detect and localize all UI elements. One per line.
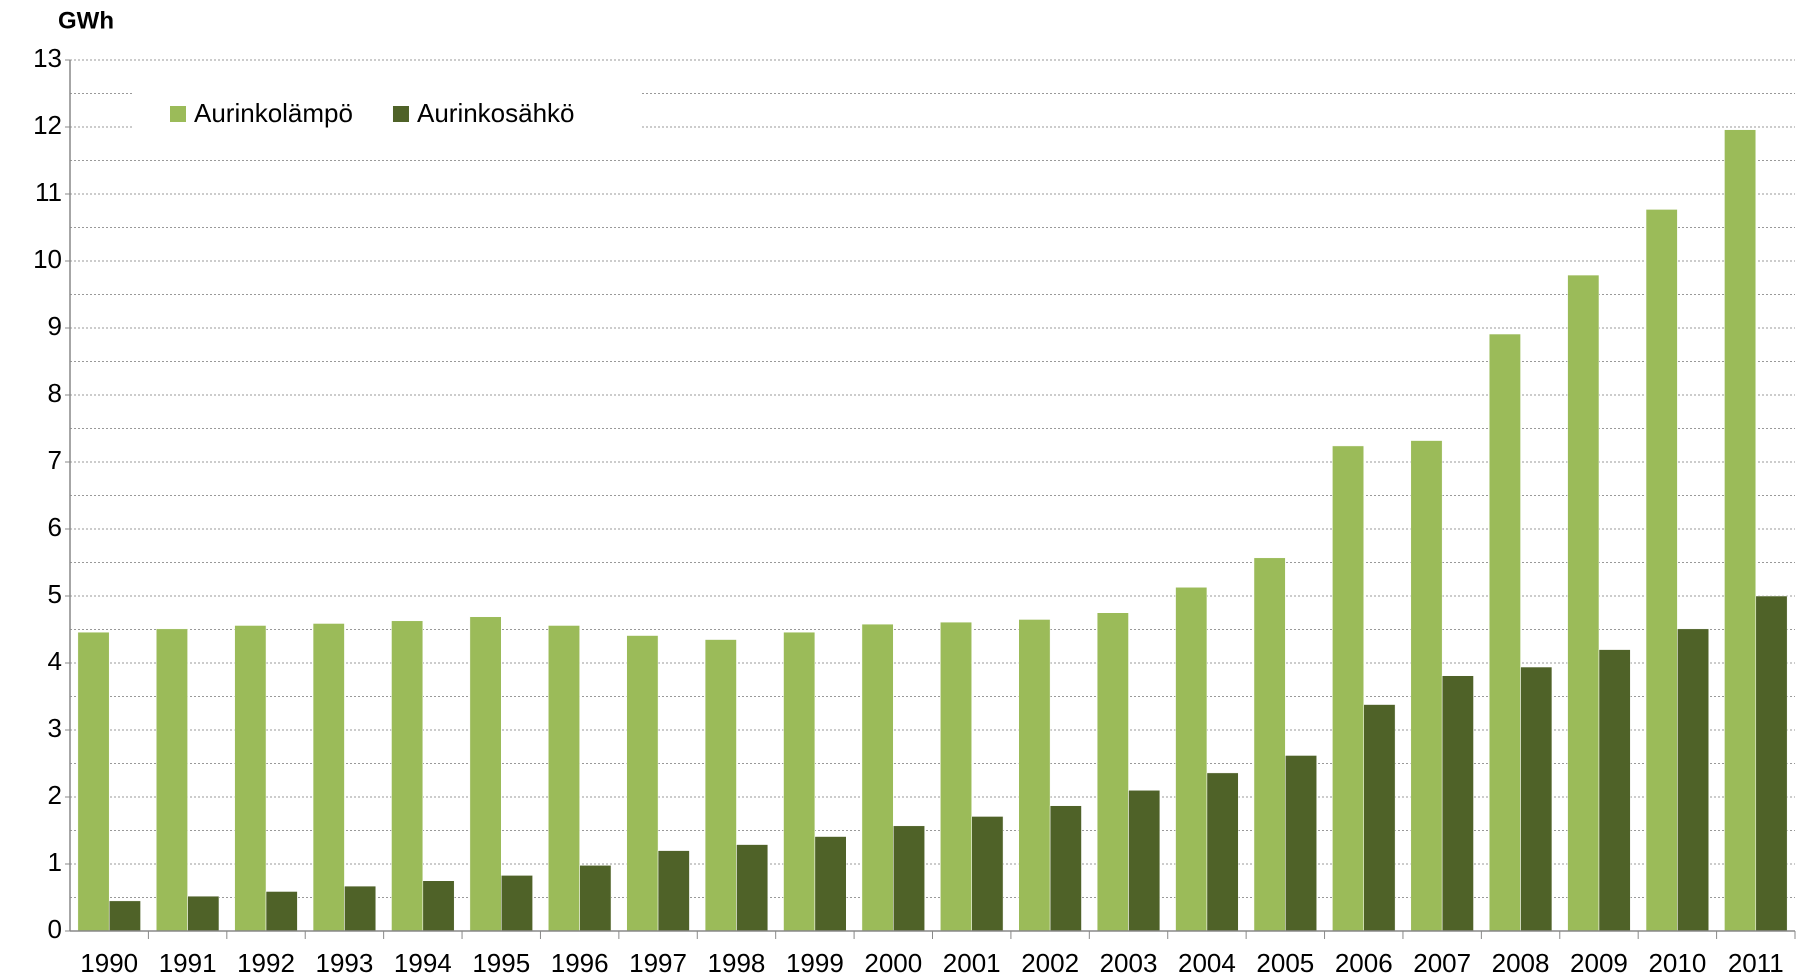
x-tick-label: 2000 (864, 948, 922, 978)
x-tick-label: 1998 (708, 948, 766, 978)
bar (1206, 772, 1239, 932)
bar (1018, 619, 1051, 932)
bar (1724, 129, 1757, 932)
x-tick-label: 2006 (1335, 948, 1393, 978)
y-tick-label: 5 (48, 579, 62, 609)
y-tick-label: 1 (48, 847, 62, 877)
bar (1410, 440, 1443, 932)
bar (391, 620, 424, 932)
bar (156, 628, 188, 932)
bar (736, 844, 769, 932)
bar (1049, 805, 1082, 932)
bar (626, 635, 659, 932)
bar (893, 825, 925, 932)
x-tick-label: 2008 (1492, 948, 1550, 978)
x-tick-label: 2002 (1021, 948, 1079, 978)
bar (1441, 675, 1474, 932)
bar (1332, 445, 1364, 932)
bar (861, 623, 894, 932)
y-tick-label: 13 (33, 43, 62, 73)
x-tick-label: 2005 (1256, 948, 1314, 978)
bar (548, 625, 580, 932)
bar (108, 900, 141, 932)
bar (77, 631, 110, 932)
bar (422, 880, 455, 932)
bar (657, 850, 690, 932)
x-tick-label: 2007 (1413, 948, 1471, 978)
bar (1488, 333, 1521, 932)
bar (469, 616, 502, 932)
bar (1175, 587, 1208, 932)
y-tick-label: 8 (48, 378, 62, 408)
bar (1363, 704, 1396, 932)
x-tick-label: 1999 (786, 948, 844, 978)
x-tick-label: 1997 (629, 948, 687, 978)
y-tick-label: 11 (35, 177, 62, 207)
x-tick-label: 2003 (1100, 948, 1158, 978)
legend: Aurinkolämpö Aurinkosähkö (132, 88, 642, 140)
bar (814, 836, 847, 932)
x-tick-label: 2004 (1178, 948, 1236, 978)
bar (1598, 649, 1631, 932)
bar (1253, 557, 1286, 932)
bar (1755, 595, 1788, 932)
bar (265, 891, 298, 932)
x-tick-label: 2009 (1570, 948, 1628, 978)
y-tick-label: 0 (48, 914, 62, 944)
bar (971, 816, 1004, 932)
y-tick-label: 12 (33, 110, 62, 140)
x-tick-label: 1996 (551, 948, 609, 978)
bar (1128, 790, 1161, 932)
x-tick-label: 1991 (159, 948, 217, 978)
x-tick-label: 1994 (394, 948, 452, 978)
y-tick-label: 4 (48, 646, 62, 676)
legend-label: Aurinkolämpö (194, 98, 353, 128)
x-tick-label: 2010 (1648, 948, 1706, 978)
legend-swatch (170, 106, 186, 122)
x-tick-label: 1995 (472, 948, 530, 978)
bar (1520, 666, 1553, 932)
y-tick-label: 6 (48, 512, 62, 542)
bar (1567, 274, 1600, 932)
legend-box (132, 88, 642, 140)
y-tick-label: 9 (48, 311, 62, 341)
y-tick-label: 2 (48, 780, 62, 810)
x-tick-label: 1993 (316, 948, 374, 978)
bar (1096, 612, 1129, 932)
y-tick-label: 10 (33, 244, 62, 274)
y-tick-label: 7 (48, 445, 62, 475)
x-tick-label: 2011 (1728, 948, 1784, 978)
bar (783, 631, 816, 932)
x-tick-label: 1992 (237, 948, 295, 978)
bar (1285, 755, 1317, 932)
bar (940, 621, 972, 932)
bar (1645, 209, 1678, 932)
x-tick-label: 1990 (80, 948, 138, 978)
bar (579, 865, 612, 932)
y-axis-label: GWh (58, 7, 114, 34)
bar (704, 639, 737, 932)
x-tick-label: 2001 (943, 948, 1001, 978)
bar (234, 625, 267, 932)
legend-label: Aurinkosähkö (417, 98, 575, 128)
bar (501, 875, 533, 932)
bar (187, 895, 220, 932)
bar (1677, 628, 1709, 932)
bar (312, 623, 345, 932)
y-tick-label: 3 (48, 713, 62, 743)
legend-swatch (392, 106, 409, 122)
bar (344, 885, 377, 932)
